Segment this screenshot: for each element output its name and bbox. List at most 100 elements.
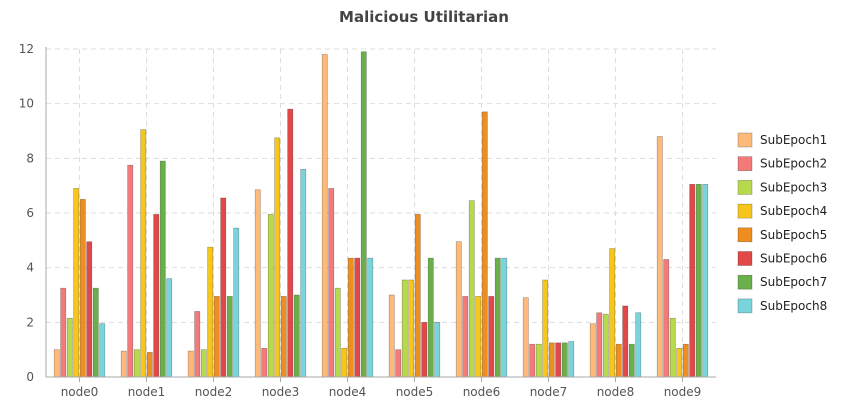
legend-label: SubEpoch7 bbox=[760, 275, 827, 289]
legend[interactable]: SubEpoch1 SubEpoch2 SubEpoch3 SubEpoch4 SubE… bbox=[737, 132, 827, 314]
bar bbox=[146, 352, 153, 378]
bar bbox=[695, 184, 702, 378]
x-tick-label: node8 bbox=[597, 385, 635, 399]
bar bbox=[548, 342, 555, 378]
legend-swatch bbox=[737, 203, 753, 219]
bar bbox=[568, 341, 575, 378]
bar bbox=[92, 287, 99, 378]
bar bbox=[388, 294, 395, 378]
legend-label: SubEpoch8 bbox=[760, 299, 827, 313]
bar bbox=[274, 137, 281, 378]
bar bbox=[166, 278, 173, 378]
bar bbox=[656, 136, 663, 378]
bar bbox=[120, 350, 127, 378]
bar bbox=[414, 214, 421, 378]
y-tick-label: 0 bbox=[26, 370, 34, 384]
legend-swatch bbox=[737, 180, 753, 195]
axes bbox=[45, 47, 716, 378]
legend-swatch bbox=[737, 251, 753, 266]
bar bbox=[682, 343, 689, 378]
legend-swatch bbox=[737, 274, 753, 290]
bar bbox=[475, 296, 482, 378]
bar bbox=[220, 197, 227, 378]
bar bbox=[702, 184, 709, 378]
x-tick-label: node4 bbox=[329, 385, 367, 399]
bar bbox=[213, 296, 220, 378]
bar bbox=[159, 160, 166, 378]
bar bbox=[233, 227, 240, 378]
bar bbox=[522, 297, 529, 378]
bar bbox=[542, 279, 549, 378]
legend-swatch bbox=[737, 227, 753, 243]
bar bbox=[395, 349, 402, 378]
bar bbox=[334, 287, 341, 378]
x-tick-label: node2 bbox=[195, 385, 233, 399]
legend-item[interactable]: SubEpoch6 bbox=[737, 251, 827, 266]
bar bbox=[589, 323, 596, 378]
bar bbox=[468, 200, 475, 378]
y-tick-label: 12 bbox=[19, 42, 34, 56]
bar bbox=[360, 51, 367, 378]
bar bbox=[669, 317, 676, 378]
bar bbox=[628, 343, 635, 378]
bar bbox=[280, 296, 287, 378]
bar bbox=[226, 296, 233, 378]
grid bbox=[46, 48, 716, 377]
bar bbox=[401, 279, 408, 378]
bar bbox=[187, 350, 194, 378]
y-axis-ticks: 0 2 4 6 8 10 12 bbox=[19, 42, 34, 384]
x-tick-label: node1 bbox=[128, 385, 166, 399]
bar bbox=[615, 343, 622, 378]
bar bbox=[609, 248, 616, 378]
legend-item[interactable]: SubEpoch2 bbox=[737, 156, 827, 171]
x-tick-label: node6 bbox=[463, 385, 501, 399]
bar bbox=[153, 214, 160, 378]
bar bbox=[200, 349, 207, 378]
legend-item[interactable]: SubEpoch4 bbox=[737, 203, 827, 219]
x-tick-label: node9 bbox=[664, 385, 702, 399]
bar bbox=[367, 257, 374, 378]
bar bbox=[347, 257, 354, 378]
chart-title: Malicious Utilitarian bbox=[339, 8, 509, 26]
bar bbox=[86, 241, 93, 378]
bar bbox=[321, 54, 328, 378]
bar bbox=[194, 311, 201, 378]
x-tick-label: node7 bbox=[530, 385, 568, 399]
legend-item[interactable]: SubEpoch7 bbox=[737, 274, 827, 290]
bar bbox=[261, 347, 268, 378]
bar bbox=[421, 322, 428, 378]
bar bbox=[293, 294, 300, 378]
y-tick-label: 8 bbox=[26, 151, 34, 165]
bar bbox=[663, 259, 670, 378]
bar bbox=[354, 257, 361, 378]
bar bbox=[53, 349, 60, 378]
bar bbox=[341, 347, 348, 378]
legend-swatch bbox=[737, 132, 753, 148]
bar bbox=[596, 312, 603, 378]
legend-item[interactable]: SubEpoch1 bbox=[737, 132, 827, 148]
legend-item[interactable]: SubEpoch5 bbox=[737, 227, 827, 243]
bar bbox=[99, 323, 106, 378]
bar bbox=[300, 168, 307, 378]
bar bbox=[462, 296, 469, 378]
bar bbox=[66, 317, 73, 378]
bar bbox=[328, 188, 335, 378]
bar bbox=[561, 342, 568, 378]
bar bbox=[481, 111, 488, 378]
legend-swatch bbox=[737, 156, 753, 171]
legend-item[interactable]: SubEpoch3 bbox=[737, 180, 827, 195]
bar bbox=[73, 188, 80, 378]
legend-label: SubEpoch4 bbox=[760, 204, 827, 218]
y-tick-label: 6 bbox=[26, 206, 34, 220]
x-tick-label: node0 bbox=[61, 385, 99, 399]
bar bbox=[140, 129, 147, 378]
bars bbox=[53, 51, 709, 378]
legend-item[interactable]: SubEpoch8 bbox=[737, 298, 827, 314]
bar bbox=[501, 257, 508, 378]
bar bbox=[494, 257, 501, 378]
x-tick-label: node5 bbox=[396, 385, 434, 399]
legend-label: SubEpoch5 bbox=[760, 228, 827, 242]
bar bbox=[535, 343, 542, 378]
legend-swatch bbox=[737, 298, 753, 314]
